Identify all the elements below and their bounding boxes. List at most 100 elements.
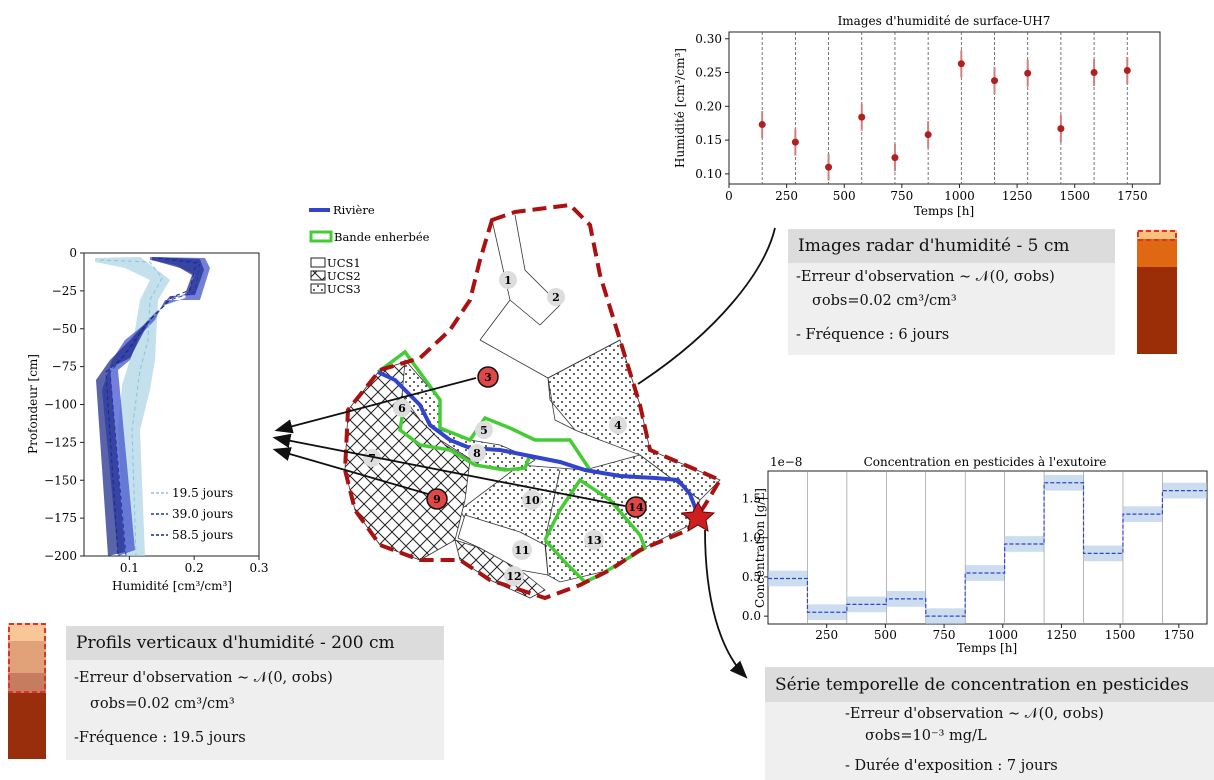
chart1-xtick-label: 0 bbox=[725, 189, 733, 203]
chart1-point bbox=[991, 77, 999, 85]
chart3-ylabel: Profondeur [cm] bbox=[26, 354, 40, 454]
chart1-point bbox=[1057, 125, 1065, 133]
arrow-to-series bbox=[704, 529, 748, 679]
chart2-xtick-label: 750 bbox=[933, 628, 956, 642]
chart2-ytick-label: 0.5 bbox=[742, 570, 761, 584]
chart2-band bbox=[886, 591, 926, 607]
legend-ucs2: UCS2 bbox=[327, 269, 361, 283]
radar-box-body: -Erreur d'observation ∼ 𝒩(0, σobs) σobs=… bbox=[788, 263, 1115, 355]
series-box-body: -Erreur d'observation ∼ 𝒩(0, σobs) σobs=… bbox=[765, 702, 1214, 780]
legend-ucs3: UCS3 bbox=[327, 282, 361, 296]
grass-strip-2 bbox=[398, 399, 532, 472]
profile-chart: Humidité [cm³/cm³] Profondeur [cm] 0.1 0.… bbox=[26, 246, 269, 593]
parcel-10: 10 bbox=[524, 494, 540, 507]
marker-14-label: 14 bbox=[628, 501, 644, 514]
parcel-labels: 1 2 4 5 6 7 8 10 11 12 13 bbox=[363, 271, 627, 586]
chart1-xtick-label: 1250 bbox=[1002, 189, 1033, 203]
chart2-ytick-label: 0.0 bbox=[742, 609, 761, 623]
series-box-line3: - Durée d'exposition : 7 jours bbox=[845, 758, 1058, 774]
chart2-axes bbox=[767, 470, 1208, 625]
chart2-ylabel: Concentration [g/L] bbox=[753, 488, 767, 608]
marker-9-label: 9 bbox=[433, 493, 441, 506]
chart1-ylabel: Humidité [cm³/cm³] bbox=[673, 48, 687, 168]
chart3-ytick-label: −150 bbox=[44, 473, 77, 487]
chart2-xtick-label: 500 bbox=[874, 628, 897, 642]
chart1-xtick-label: 750 bbox=[890, 189, 913, 203]
parcel-7: 7 bbox=[368, 452, 376, 465]
legend-58: 58.5 jours bbox=[172, 528, 233, 542]
chart3-ytick-label: −100 bbox=[44, 398, 77, 412]
chart2-xtick-label: 1000 bbox=[987, 628, 1018, 642]
parcel-5: 5 bbox=[480, 424, 488, 437]
pesticide-chart: Concentration en pesticides à l'exutoire… bbox=[742, 455, 1208, 655]
chart3-ytick-label: −125 bbox=[44, 435, 77, 449]
profile-box-line1: -Erreur d'observation ∼ 𝒩(0, σobs) bbox=[74, 670, 333, 686]
legend-ucs2-swatch bbox=[310, 270, 326, 281]
parcel-6: 6 bbox=[398, 402, 406, 415]
legend-ucs1-swatch bbox=[310, 257, 326, 268]
legend-bande-swatch bbox=[309, 230, 333, 243]
chart3-xtick-label: 0.2 bbox=[185, 561, 204, 575]
marker-9 bbox=[426, 488, 448, 510]
chart2-ytick-label: 1.0 bbox=[742, 531, 761, 545]
chart1-ytick-label: 0.10 bbox=[695, 167, 722, 181]
chart1-point bbox=[858, 113, 866, 121]
arrow-9 bbox=[272, 447, 429, 495]
map-legend: Rivière Bande enherbée UCS1 UCS2 UCS3 bbox=[309, 203, 430, 296]
chart1-xtick-label: 1750 bbox=[1117, 189, 1148, 203]
outlet-star-icon bbox=[680, 500, 716, 532]
radar-box-line1: -Erreur d'observation ∼ 𝒩(0, σobs) bbox=[796, 269, 1055, 285]
chart2-xtick-label: 250 bbox=[815, 628, 838, 642]
parcel-1: 1 bbox=[504, 274, 512, 287]
chart1-point bbox=[1123, 67, 1131, 75]
catchment-boundary bbox=[342, 202, 723, 601]
parcel-11: 11 bbox=[514, 544, 529, 557]
arrow-to-radar bbox=[637, 227, 776, 385]
chart1-axes bbox=[728, 31, 1161, 185]
chart2-scale-label: 1e−8 bbox=[770, 455, 802, 469]
chart2-xtick-label: 1750 bbox=[1164, 628, 1195, 642]
measurement-markers: 3 9 14 bbox=[426, 366, 716, 532]
parcel-13: 13 bbox=[586, 534, 601, 547]
chart3-ytick-label: −200 bbox=[44, 549, 77, 563]
chart1-point bbox=[1090, 69, 1098, 77]
chart1-point bbox=[825, 163, 833, 171]
parcel-4: 4 bbox=[614, 419, 622, 432]
chart1-point bbox=[758, 121, 766, 129]
parcel-12: 12 bbox=[506, 570, 521, 583]
series-box-title: Série temporelle de concentration en pes… bbox=[765, 667, 1214, 702]
soil-column-radar bbox=[1137, 230, 1177, 354]
arrow-14 bbox=[272, 433, 626, 507]
profile-band-3 bbox=[96, 257, 204, 556]
chart3-xtick-label: 0.1 bbox=[120, 561, 139, 575]
chart1-point bbox=[957, 60, 965, 68]
series-box-line2: σobs=10⁻³ mg/L bbox=[865, 728, 987, 744]
parcel-8: 8 bbox=[473, 447, 481, 460]
soil-column-profile bbox=[8, 623, 46, 759]
legend-19: 19.5 jours bbox=[172, 486, 233, 500]
chart1-ytick-label: 0.25 bbox=[695, 66, 722, 80]
chart2-title: Concentration en pesticides à l'exutoire bbox=[864, 455, 1107, 469]
profile-curves bbox=[95, 257, 210, 557]
chart3-ytick-label: 0 bbox=[69, 246, 77, 260]
chart1-ytick-label: 0.15 bbox=[695, 133, 722, 147]
chart1-xtick-label: 1000 bbox=[944, 189, 975, 203]
chart1-point bbox=[1024, 69, 1032, 77]
series-box-line1: -Erreur d'observation ∼ 𝒩(0, σobs) bbox=[845, 706, 1104, 722]
chart3-ytick-label: −25 bbox=[52, 284, 77, 298]
chart2-xlabel: Temps [h] bbox=[957, 641, 1017, 655]
marker-14 bbox=[625, 496, 647, 518]
arrows bbox=[272, 227, 776, 679]
legend-39: 39.0 jours bbox=[172, 507, 233, 521]
arrow-3 bbox=[274, 377, 477, 434]
profile-mean-3 bbox=[105, 257, 197, 557]
river bbox=[377, 370, 700, 516]
chart1-xlabel: Temps [h] bbox=[914, 204, 974, 218]
profile-mean-2 bbox=[109, 257, 201, 557]
profile-legend: 19.5 jours 39.0 jours 58.5 jours bbox=[151, 486, 233, 542]
chart1-point bbox=[791, 138, 799, 146]
chart2-series-line bbox=[768, 482, 1207, 617]
chart2-band bbox=[1122, 506, 1163, 522]
chart1-xtick-label: 500 bbox=[833, 189, 856, 203]
chart3-xtick-label: 0.3 bbox=[249, 561, 268, 575]
